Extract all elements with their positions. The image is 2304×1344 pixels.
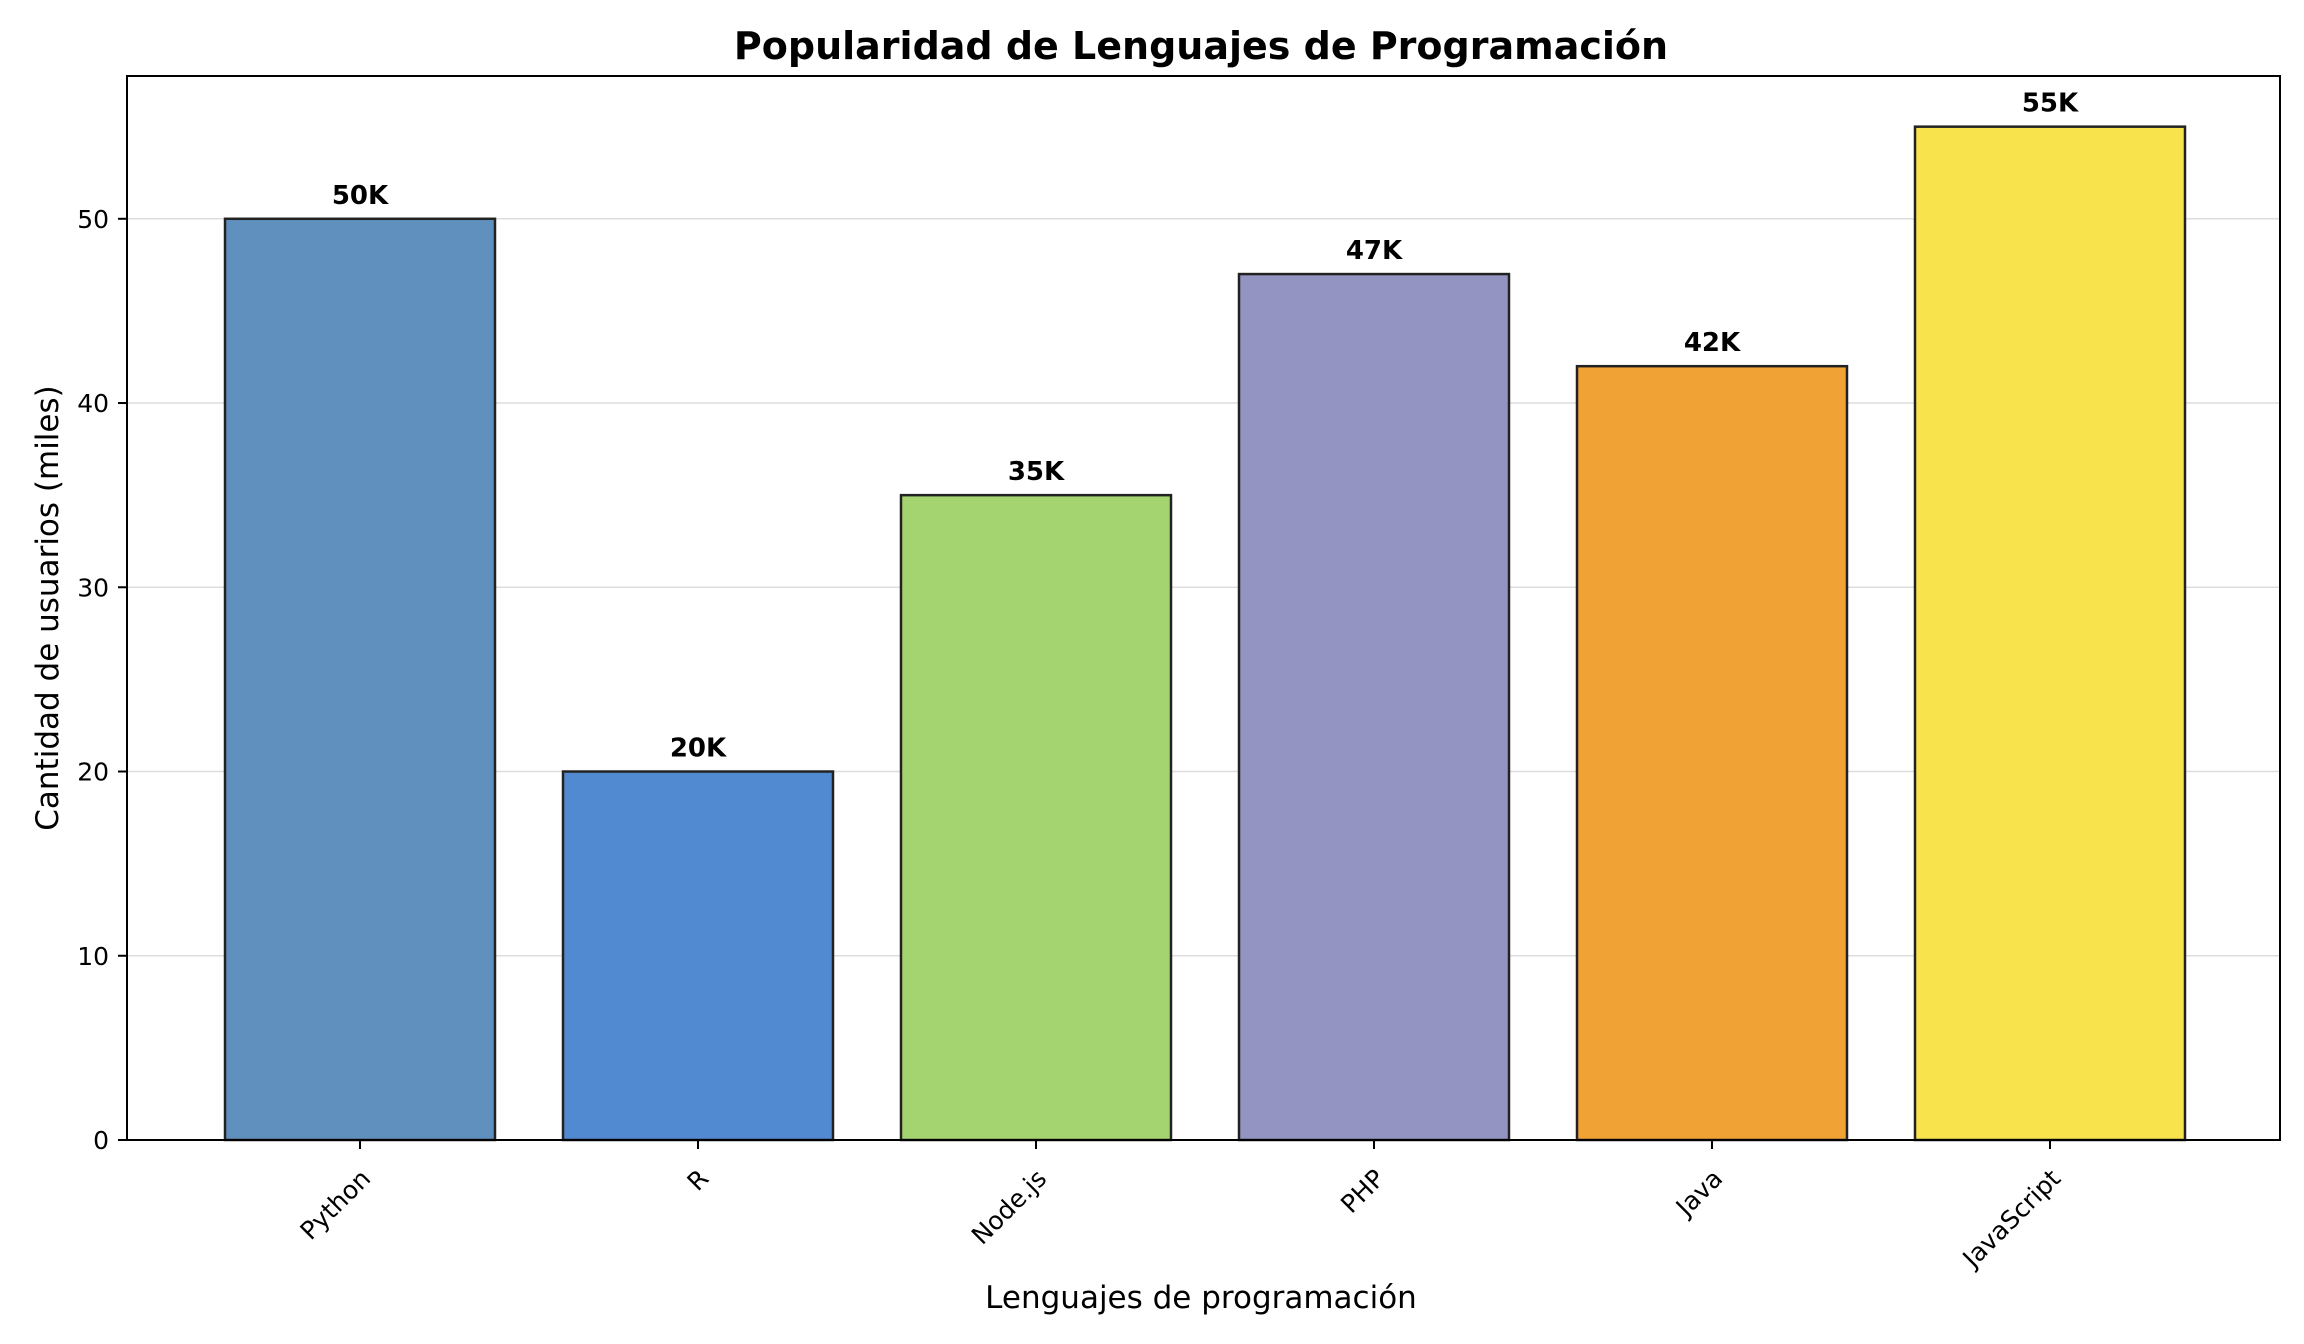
- x-axis-title: Lenguajes de programación: [985, 1280, 1417, 1316]
- bars: [223, 125, 2187, 1142]
- y-tick-label-5: 50: [77, 205, 109, 234]
- data-label-3: 47K: [1346, 236, 1403, 266]
- y-tick-label-1: 10: [77, 942, 109, 971]
- data-label-2: 35K: [1008, 457, 1065, 487]
- y-tick-label-2: 20: [77, 758, 109, 787]
- chart-title: Popularidad de Lenguajes de Programación: [734, 24, 1668, 68]
- y-tick-label-3: 30: [77, 573, 109, 602]
- bar-javascript: [1913, 125, 2187, 1142]
- plot-frame: [126, 75, 2281, 1141]
- y-axis: 0 10 20 30 40 50: [77, 205, 127, 1155]
- x-tick-label-5: JavaScript: [1956, 1164, 2067, 1275]
- bar-java: [1575, 364, 1849, 1142]
- bar-node-js: [899, 493, 1173, 1142]
- bar-python: [223, 217, 497, 1142]
- data-label-1: 20K: [670, 734, 727, 764]
- x-tick-label-1: R: [681, 1164, 714, 1197]
- data-label-0: 50K: [332, 181, 389, 211]
- bar-php: [1237, 272, 1511, 1142]
- data-labels: 50K 20K 35K 47K 42K 55K: [332, 89, 2079, 764]
- bar-r: [561, 770, 835, 1142]
- x-tick-label-2: Node.js: [966, 1164, 1052, 1250]
- y-axis-title: Cantidad de usuarios (miles): [30, 385, 66, 830]
- y-tick-label-4: 40: [77, 389, 109, 418]
- data-label-5: 55K: [2022, 89, 2079, 119]
- x-tick-label-3: PHP: [1335, 1164, 1390, 1219]
- x-tick-label-4: Java: [1669, 1164, 1728, 1223]
- y-tick-label-0: 0: [93, 1126, 109, 1155]
- x-tick-label-0: Python: [294, 1164, 376, 1246]
- x-axis: Python R Node.js PHP Java JavaScript: [294, 1140, 2066, 1274]
- data-label-4: 42K: [1684, 328, 1741, 358]
